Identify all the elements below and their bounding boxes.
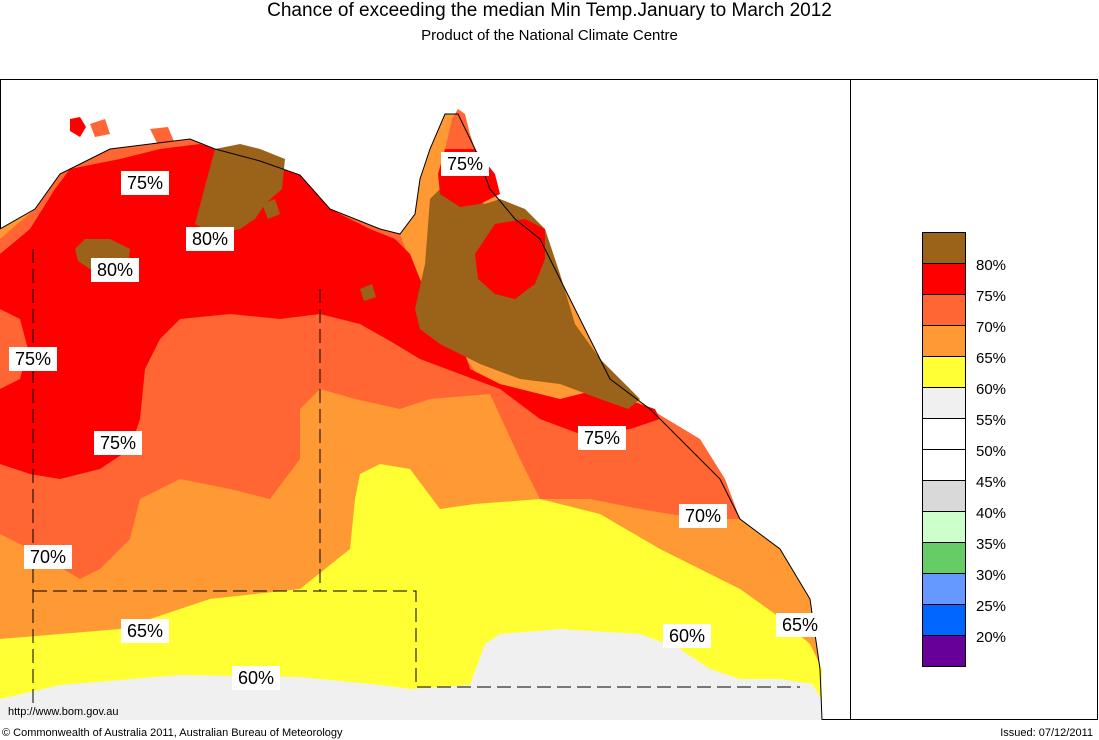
- legend: [922, 232, 966, 667]
- legend-swatch: [922, 511, 966, 542]
- map-label-text: 80%: [192, 229, 228, 249]
- legend-swatch: [922, 418, 966, 449]
- legend-swatch: [922, 325, 966, 356]
- map-label: 60%: [232, 666, 280, 690]
- legend-swatch: [922, 542, 966, 573]
- legend-swatch: [922, 635, 966, 667]
- map-label-text: 75%: [447, 154, 483, 174]
- map-label-box: [441, 152, 489, 176]
- coastline: [0, 113, 823, 720]
- legend-label: 50%: [976, 443, 1007, 460]
- island: [360, 284, 376, 301]
- map-label-box: [94, 431, 142, 455]
- map-title: Chance of exceeding the median Min Temp.…: [267, 0, 832, 21]
- map-label: 75%: [9, 347, 57, 371]
- map-label-box: [186, 227, 234, 251]
- legend-label: 80%: [976, 257, 1007, 274]
- map-label-text: 70%: [685, 506, 721, 526]
- legend-divider: [850, 79, 851, 720]
- legend-label: 20%: [976, 629, 1007, 646]
- island: [262, 199, 280, 219]
- map-label: 75%: [441, 152, 489, 176]
- map-label-box: [232, 666, 280, 690]
- map-label-text: 75%: [15, 349, 51, 369]
- issued-date: Issued: 07/12/2011: [1000, 727, 1093, 739]
- island: [90, 119, 110, 137]
- copyright-text: © Commonwealth of Australia 2011, Austra…: [2, 727, 343, 739]
- probability-map: 75% 80% 80% 75% 75% 75% 75% 70% 70% 65% 60% 60% 65%: [0, 109, 824, 720]
- map-labels: 75% 80% 80% 75% 75% 75% 75% 70% 70% 65% 60% 60% 65%: [9, 152, 824, 690]
- legend-swatch: [922, 480, 966, 511]
- region-70-tip: [445, 109, 475, 149]
- map-label: 70%: [679, 504, 727, 528]
- map-label: 60%: [663, 624, 711, 648]
- legend-label: 65%: [976, 350, 1007, 367]
- map-label-text: 75%: [100, 433, 136, 453]
- legend-label: 60%: [976, 381, 1007, 398]
- map-label: 75%: [121, 171, 169, 195]
- legend-label: 30%: [976, 567, 1007, 584]
- map-label-box: [121, 171, 169, 195]
- map-label-box: [9, 347, 57, 371]
- map-label-box: [663, 624, 711, 648]
- source-url[interactable]: http://www.bom.gov.au: [8, 706, 119, 718]
- map-label-text: 75%: [584, 428, 620, 448]
- legend-label: 70%: [976, 319, 1007, 336]
- region-55: [0, 629, 822, 720]
- map-label: 75%: [94, 431, 142, 455]
- legend-label: 55%: [976, 412, 1007, 429]
- legend-label: 40%: [976, 505, 1007, 522]
- map-label: 80%: [91, 258, 139, 282]
- legend-label: 35%: [976, 536, 1007, 553]
- island: [70, 117, 86, 137]
- state-borders: [32, 249, 800, 704]
- legend-swatch: [922, 294, 966, 325]
- map-label-text: 60%: [238, 668, 274, 688]
- map-label: 80%: [186, 227, 234, 251]
- map-label-box: [121, 619, 169, 643]
- map-label-box: [91, 258, 139, 282]
- map-label: 75%: [578, 426, 626, 450]
- map-subtitle: Product of the National Climate Centre: [421, 27, 678, 44]
- legend-swatch: [922, 232, 966, 263]
- map-label-text: 60%: [669, 626, 705, 646]
- legend-swatch: [922, 387, 966, 418]
- map-label-box: [776, 613, 824, 637]
- region-80-arnhem: [195, 144, 285, 234]
- map-label-box: [679, 504, 727, 528]
- region-75: [0, 144, 660, 479]
- map-label-text: 80%: [97, 260, 133, 280]
- map-label-text: 65%: [127, 621, 163, 641]
- map-label-text: 75%: [127, 173, 163, 193]
- map-label-box: [24, 545, 72, 569]
- map-label: 70%: [24, 545, 72, 569]
- map-label-box: [578, 426, 626, 450]
- island: [150, 127, 175, 149]
- legend-label: 75%: [976, 288, 1007, 305]
- legend-swatch: [922, 356, 966, 387]
- legend-swatch: [922, 573, 966, 604]
- legend-label: 25%: [976, 598, 1007, 615]
- map-label-text: 65%: [782, 615, 818, 635]
- legend-swatch: [922, 263, 966, 294]
- legend-swatch: [922, 604, 966, 635]
- legend-swatch: [922, 449, 966, 480]
- map-label-text: 70%: [30, 547, 66, 567]
- map-label: 65%: [121, 619, 169, 643]
- region-80-capeyork: [415, 189, 640, 409]
- map-label: 65%: [776, 613, 824, 637]
- legend-label: 45%: [976, 474, 1007, 491]
- region-75-capeyork: [475, 219, 545, 299]
